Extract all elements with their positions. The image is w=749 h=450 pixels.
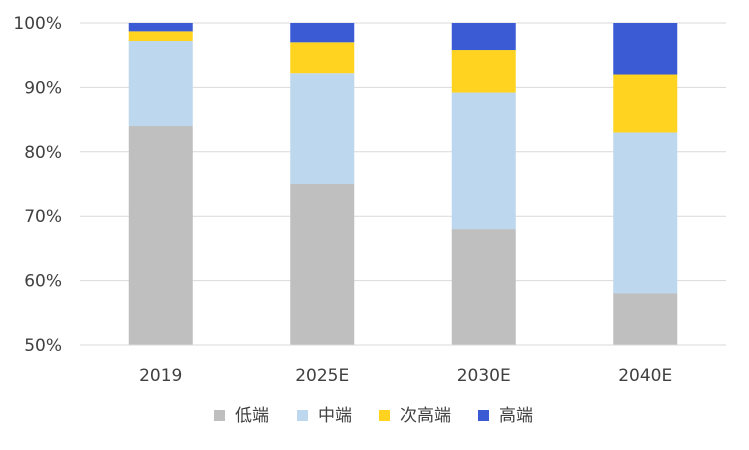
bar-segment [290, 23, 355, 43]
y-tick-label: 90% [24, 78, 62, 98]
legend-swatch [214, 410, 225, 421]
legend-label: 高端 [499, 406, 533, 426]
legend: 低端 中端 次高端 高端 [214, 406, 533, 426]
bar-segment [613, 132, 678, 294]
bar-segment [613, 293, 678, 345]
bar-segment [128, 23, 193, 32]
bar-segment [290, 42, 355, 74]
bar-segment [290, 184, 355, 345]
bar-segment [451, 92, 516, 230]
bar-segment [128, 31, 193, 42]
legend-label: 中端 [318, 406, 352, 426]
bar-segment [451, 50, 516, 93]
bar-segment [451, 229, 516, 345]
y-tick-label: 60% [24, 272, 62, 292]
y-tick-label: 50% [24, 336, 62, 356]
bar-segment [290, 73, 355, 184]
legend-swatch [379, 410, 390, 421]
bar-segment [613, 23, 678, 75]
x-tick-label: 2025E [295, 366, 349, 386]
legend-label: 次高端 [400, 406, 451, 426]
bars [80, 23, 726, 346]
legend-label: 低端 [235, 406, 269, 426]
x-tick-label: 2040E [618, 366, 672, 386]
bar-segment [451, 23, 516, 51]
legend-swatch [297, 410, 308, 421]
y-tick-label: 80% [24, 143, 62, 163]
x-tick-label: 2019 [139, 366, 182, 386]
legend-swatch [478, 410, 489, 421]
bar-segment [128, 41, 193, 127]
bar-segment [613, 74, 678, 133]
x-axis-ticks: 2019 2025E 2030E 2040E [139, 366, 672, 386]
y-tick-label: 100% [13, 14, 62, 34]
y-tick-label: 70% [24, 207, 62, 227]
x-tick-label: 2030E [457, 366, 511, 386]
y-axis-ticks: 100% 90% 80% 70% 60% 50% [13, 14, 62, 356]
bar-segment [128, 126, 193, 345]
